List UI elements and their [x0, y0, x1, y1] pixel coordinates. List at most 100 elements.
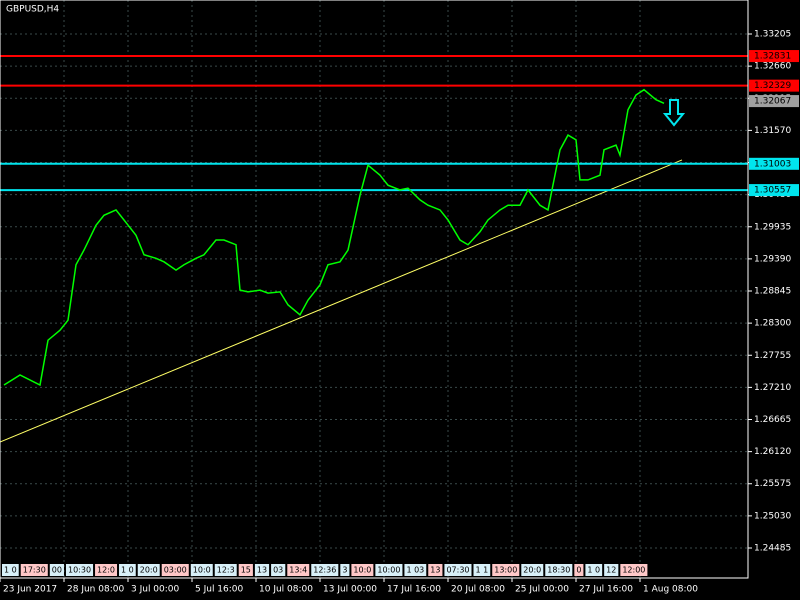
time-marker-box — [20, 564, 48, 576]
y-tick-label: 1.28845 — [754, 287, 791, 297]
y-tick-label: 1.24485 — [754, 543, 791, 553]
time-marker-box — [444, 564, 472, 576]
time-marker: 1 0 — [121, 566, 134, 575]
time-marker: 15 — [241, 566, 251, 575]
y-tick-label: 1.26120 — [754, 447, 791, 457]
y-tick-label: 1.32660 — [754, 62, 791, 72]
time-marker: 13:00 — [494, 566, 517, 575]
y-tick-label: 1.28300 — [754, 319, 791, 329]
time-marker: 03:00 — [164, 566, 187, 575]
y-tick-label: 1.33205 — [754, 30, 791, 40]
time-marker: 1 0 — [587, 566, 600, 575]
time-marker-box — [95, 564, 118, 576]
x-tick-label: 3 Jul 00:00 — [131, 585, 180, 595]
y-tick-label: 1.29390 — [754, 254, 791, 264]
time-marker-box — [137, 564, 160, 576]
time-marker: 1 0 — [4, 566, 17, 575]
chart-title: GBPUSD,H4 — [6, 5, 59, 15]
x-tick-label: 28 Jun 08:00 — [67, 585, 124, 595]
price-line — [3, 88, 665, 387]
time-marker: 3 — [342, 566, 347, 575]
time-marker: 20:0 — [523, 566, 541, 575]
time-marker-box — [214, 564, 237, 576]
y-tick-label: 1.25575 — [754, 479, 791, 489]
current-price-box — [749, 95, 799, 108]
plot — [0, 55, 748, 443]
time-marker-box — [473, 564, 491, 576]
time-marker-box — [604, 564, 619, 576]
time-marker: 0 — [576, 566, 581, 575]
level-label: 1.32831 — [754, 52, 791, 62]
x-tick-label: 27 Jul 16:00 — [579, 585, 633, 595]
y-tick-label: 1.27755 — [754, 351, 791, 361]
level-label-box — [749, 184, 799, 197]
x-tick-label: 25 Jul 00:00 — [515, 585, 569, 595]
time-marker-box — [311, 564, 339, 576]
time-marker-box — [545, 564, 573, 576]
level-label: 1.31003 — [754, 159, 791, 169]
y-tick-label: 1.25030 — [754, 511, 791, 521]
trendline — [0, 159, 683, 443]
time-marker: 03 — [273, 566, 283, 575]
time-marker-box — [574, 564, 584, 576]
time-marker-box — [340, 564, 350, 576]
x-tick-label: 13 Jul 00:00 — [323, 585, 377, 595]
time-marker: 13 — [430, 566, 440, 575]
time-marker: 12 — [606, 566, 616, 575]
time-marker-box — [2, 564, 19, 576]
x-tick-label: 23 Jun 2017 — [3, 585, 57, 595]
time-marker: 10:0 — [353, 566, 371, 575]
time-marker-box — [620, 564, 648, 576]
time-marker-box — [428, 564, 443, 576]
time-marker-box — [49, 564, 64, 576]
y-tick-label: 1.26665 — [754, 415, 791, 425]
axis: 1.332051.326601.321151.315701.310251.304… — [0, 30, 799, 595]
time-marker: 1 1 — [476, 566, 489, 575]
time-marker-box — [254, 564, 270, 576]
x-tick-label: 20 Jul 08:00 — [451, 585, 505, 595]
time-marker: 10:00 — [377, 566, 400, 575]
time-marker-box — [190, 564, 213, 576]
level-label: 1.32329 — [754, 81, 791, 91]
y-tick-label: 1.31570 — [754, 126, 791, 136]
time-marker: 13 — [257, 566, 267, 575]
level-label-box — [749, 50, 799, 63]
sell-arrow — [662, 99, 686, 127]
y-tick-label: 1.29935 — [754, 222, 791, 232]
time-marker-box — [119, 564, 136, 576]
time-marker: 20:0 — [140, 566, 158, 575]
x-tick-label: 1 Aug 08:00 — [643, 585, 698, 595]
time-marker: 13:4 — [289, 566, 307, 575]
time-marker-box — [492, 564, 520, 576]
level-label-box — [749, 79, 799, 92]
time-marker: 10:0 — [193, 566, 211, 575]
time-marker: 18:30 — [547, 566, 570, 575]
x-tick-label: 17 Jul 16:00 — [387, 585, 441, 595]
y-tick-label: 1.27210 — [754, 383, 791, 393]
time-marker: 12:0 — [97, 566, 115, 575]
time-marker-box — [238, 564, 253, 576]
time-marker-box — [351, 564, 374, 576]
time-marker-box — [271, 564, 286, 576]
time-marker: 12:00 — [622, 566, 645, 575]
time-marker: 1 03 — [406, 566, 424, 575]
x-tick-label: 10 Jul 08:00 — [259, 585, 313, 595]
time-marker-box — [161, 564, 189, 576]
time-marker-box — [65, 564, 94, 576]
x-tick-label: 5 Jul 16:00 — [195, 585, 244, 595]
level-label-box — [749, 157, 799, 170]
time-marker-box — [375, 564, 403, 576]
current-price-label: 1.32067 — [754, 97, 791, 107]
grid — [0, 0, 748, 578]
time-marker: 17:30 — [23, 566, 46, 575]
plot-frame — [0, 0, 749, 579]
time-marker-box — [585, 564, 603, 576]
time-marker: 07:30 — [446, 566, 469, 575]
level-label: 1.30557 — [754, 186, 791, 196]
time-marker-box — [287, 564, 310, 576]
time-marker-box — [521, 564, 544, 576]
time-marker: 12:3 — [217, 566, 235, 575]
